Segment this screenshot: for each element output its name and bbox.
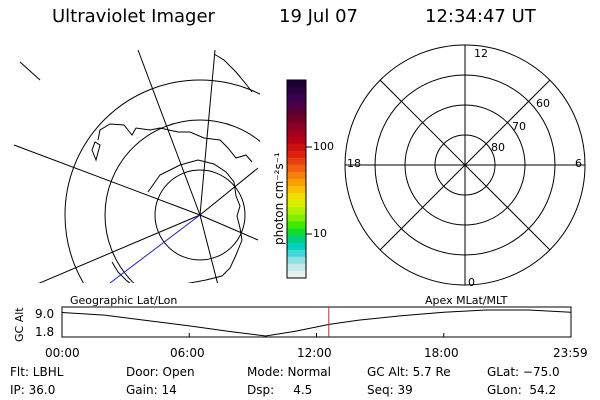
colorbar-segment <box>287 263 306 272</box>
timeline-tick-1800: 18:00 <box>424 346 459 360</box>
glat-status: GLat: −75.0 <box>487 365 560 379</box>
timeline-tick-0600: 06:00 <box>170 346 205 360</box>
timeline-right-title: Apex MLat/MLT <box>425 294 508 307</box>
lat-circle-outer <box>64 79 260 283</box>
meridian-line <box>137 49 201 216</box>
meridian-line <box>13 144 201 216</box>
mode-status: Mode: Normal <box>247 365 331 379</box>
colorbar-segment <box>287 87 306 95</box>
polar-ring-label-70: 70 <box>512 120 526 133</box>
orbit-track <box>109 214 201 283</box>
coastline <box>213 53 253 93</box>
colorbar-segment <box>287 221 306 230</box>
colorbar-segment <box>287 235 306 244</box>
polar-label-18: 18 <box>347 157 361 170</box>
lat-circle-inner <box>154 169 246 261</box>
colorbar-segment <box>287 228 306 237</box>
coastline <box>97 123 253 163</box>
time-label: 12:34:47 UT <box>425 6 536 27</box>
colorbar-segment <box>287 171 306 180</box>
colorbar-segment <box>287 80 306 88</box>
polar-label-12: 12 <box>474 47 488 60</box>
coastline <box>91 141 101 162</box>
colorbar-segment <box>287 157 306 166</box>
gc-alt-status: GC Alt: 5.7 Re <box>367 365 451 379</box>
ip-status: IP: 36.0 <box>10 383 56 397</box>
colorbar-segment <box>287 115 306 124</box>
colorbar-segment <box>287 207 306 215</box>
filter-status: Flt: LBHL <box>10 365 64 379</box>
seq-status: Seq: 39 <box>367 383 413 397</box>
date-label: 19 Jul 07 <box>279 6 358 27</box>
colorbar-segment <box>287 122 306 131</box>
meridian-line <box>199 214 259 241</box>
colorbar-segment <box>287 108 306 116</box>
colorbar-segment <box>287 129 306 138</box>
timeline-tick-0000: 00:00 <box>45 346 80 360</box>
polar-ring-label-80: 80 <box>491 141 505 154</box>
timeline-ymin: 1.8 <box>35 325 55 339</box>
polar-label-0: 0 <box>468 276 475 289</box>
colorbar-segment <box>287 136 306 145</box>
coastline <box>19 61 41 81</box>
colorbar-segment <box>287 143 306 152</box>
timeline-tick-1200: 12:00 <box>297 346 332 360</box>
colorbar-segment <box>287 270 306 279</box>
polar-label-6: 6 <box>575 157 582 170</box>
colorbar-tick-10: 10 <box>313 227 327 240</box>
lat-circle-mid <box>104 119 260 283</box>
colorbar-segment <box>287 242 306 251</box>
colorbar-segment <box>287 200 306 208</box>
colorbar-segment <box>287 186 306 194</box>
coastline <box>147 159 243 283</box>
meridian-line <box>199 49 216 216</box>
gain-status: Gain: 14 <box>126 383 177 397</box>
colorbar-segment <box>287 214 306 223</box>
colorbar-segment <box>287 164 306 173</box>
meridian-line <box>199 167 259 216</box>
dsp-status: Dsp: 4.5 <box>247 383 313 397</box>
timeline-left-title: Geographic Lat/Lon <box>70 294 178 307</box>
timeline-tick-2359: 23:59 <box>553 346 588 360</box>
colorbar-segment <box>287 150 306 159</box>
altitude-profile <box>61 309 571 337</box>
timeline-ymax: 9.0 <box>35 307 55 321</box>
colorbar-segment <box>287 193 306 201</box>
meridian-line <box>199 214 219 283</box>
door-status: Door: Open <box>126 365 195 379</box>
glon-status: GLon: 54.2 <box>487 383 557 397</box>
colorbar-segment <box>287 101 306 109</box>
colorbar-segment <box>287 256 306 265</box>
polar-ring-label-60: 60 <box>536 97 550 110</box>
colorbar-segment <box>287 179 306 187</box>
coastline <box>111 261 131 283</box>
colorbar-segment <box>287 249 306 258</box>
app-title: Ultraviolet Imager <box>52 6 215 27</box>
meridian-line <box>38 214 201 283</box>
colorbar-tick-100: 100 <box>313 140 334 153</box>
colorbar-segment <box>287 94 306 102</box>
